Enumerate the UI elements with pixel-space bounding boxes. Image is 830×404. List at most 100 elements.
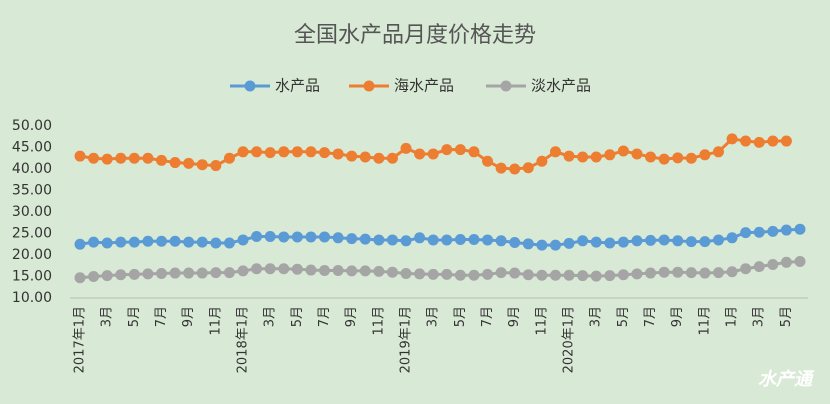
data-point [373, 265, 385, 277]
data-point [699, 236, 711, 248]
data-point [142, 152, 154, 164]
data-point [128, 268, 140, 280]
legend-marker [363, 80, 375, 92]
data-point [291, 146, 303, 158]
data-point [577, 151, 589, 163]
data-point [631, 268, 643, 280]
data-point [441, 144, 453, 156]
x-tick-label: 2017年1月 [73, 306, 88, 373]
data-point [522, 238, 534, 250]
data-point [427, 268, 439, 280]
data-point [386, 152, 398, 164]
data-point [88, 236, 100, 248]
data-point [577, 235, 589, 247]
data-point [672, 266, 684, 278]
data-point [183, 267, 195, 279]
data-point [549, 146, 561, 158]
x-tick-label: 9月 [181, 306, 196, 327]
x-tick-label: 1月 [725, 306, 740, 327]
data-point [237, 146, 249, 158]
data-point [441, 234, 453, 246]
data-point [142, 235, 154, 247]
data-point [563, 269, 575, 281]
data-point [645, 151, 657, 163]
data-point [291, 263, 303, 275]
data-point [753, 226, 765, 238]
data-point [549, 269, 561, 281]
data-point [319, 147, 331, 159]
legend-label: 水产品 [275, 77, 320, 95]
data-point [305, 231, 317, 243]
watermark: 水产通 [758, 369, 815, 390]
y-tick-label: 10.00 [12, 290, 52, 306]
data-point [726, 133, 738, 145]
data-point [468, 146, 480, 158]
data-point [210, 237, 222, 249]
data-point [495, 267, 507, 279]
data-point [536, 239, 548, 251]
data-point [169, 235, 181, 247]
data-point [563, 150, 575, 162]
x-tick-label: 7月 [643, 306, 658, 327]
x-tick-label: 3月 [263, 306, 278, 327]
data-point [156, 154, 168, 166]
legend-label: 海水产品 [394, 77, 454, 95]
data-point [332, 232, 344, 244]
x-tick-label: 7月 [317, 306, 332, 327]
data-point [753, 261, 765, 273]
data-point [386, 266, 398, 278]
y-tick-label: 20.00 [12, 247, 52, 263]
y-tick-label: 35.00 [12, 183, 52, 199]
data-point [223, 237, 235, 249]
data-point [128, 152, 140, 164]
data-point [169, 267, 181, 279]
x-tick-label: 7月 [480, 306, 495, 327]
data-point [251, 231, 263, 243]
data-point [617, 236, 629, 248]
data-point [454, 234, 466, 246]
data-point [712, 234, 724, 246]
data-point [223, 267, 235, 279]
data-point [495, 235, 507, 247]
data-point [617, 145, 629, 157]
legend-marker [244, 80, 256, 92]
y-tick-label: 30.00 [12, 204, 52, 220]
data-point [645, 234, 657, 246]
data-point [196, 236, 208, 248]
data-point [101, 153, 113, 165]
y-tick-label: 40.00 [12, 161, 52, 177]
data-point [672, 152, 684, 164]
data-point [115, 236, 127, 248]
x-tick-label: 9月 [670, 306, 685, 327]
data-point [414, 148, 426, 160]
data-point [373, 234, 385, 246]
data-point [223, 152, 235, 164]
data-point [590, 270, 602, 282]
data-point [482, 268, 494, 280]
data-point [577, 270, 589, 282]
data-point [794, 223, 806, 235]
data-point [305, 264, 317, 276]
data-point [74, 150, 86, 162]
data-point [536, 155, 548, 167]
data-point [468, 234, 480, 246]
data-point [454, 269, 466, 281]
x-tick-label: 9月 [507, 306, 522, 327]
data-point [74, 272, 86, 284]
y-tick-label: 50.00 [12, 118, 52, 134]
data-point [291, 231, 303, 243]
x-tick-label: 2018年1月 [236, 306, 251, 373]
data-point [726, 266, 738, 278]
x-tick-label: 9月 [344, 306, 359, 327]
data-point [780, 135, 792, 147]
data-point [264, 147, 276, 159]
x-tick-label: 3月 [752, 306, 767, 327]
data-point [536, 269, 548, 281]
data-point [604, 270, 616, 282]
data-point [183, 236, 195, 248]
y-tick-label: 25.00 [12, 226, 52, 242]
data-point [278, 231, 290, 243]
data-point [658, 266, 670, 278]
data-point [237, 234, 249, 246]
data-point [210, 267, 222, 279]
